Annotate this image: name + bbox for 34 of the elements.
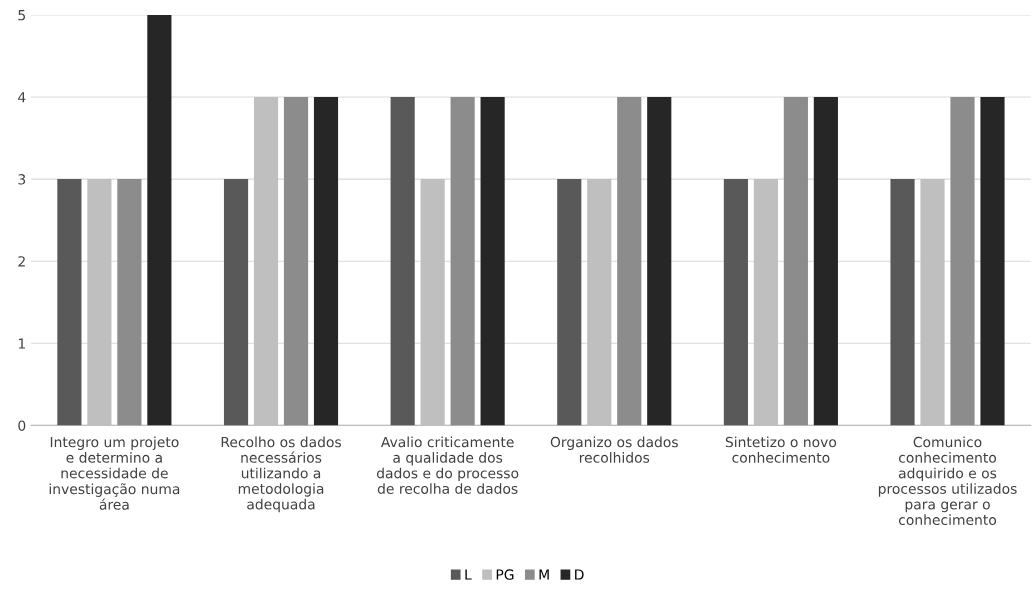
- bar: [57, 179, 82, 426]
- x-tick-label: Sintetizo o novo conhecimento: [725, 436, 837, 463]
- y-tick-label: 4: [18, 92, 26, 103]
- x-tick-label: Organizo os dados recolhidos: [550, 436, 678, 463]
- bar: [117, 179, 142, 426]
- bar: [223, 179, 249, 426]
- bar: [313, 96, 339, 426]
- bar: [480, 96, 505, 426]
- bar: [450, 96, 475, 426]
- bar: [390, 96, 415, 426]
- bar: [950, 96, 975, 426]
- y-tick-label: 2: [18, 256, 25, 267]
- legend-label: L: [465, 569, 472, 580]
- legend-label: M: [539, 569, 549, 580]
- bar: [813, 96, 838, 426]
- y-tick-label: 0: [18, 420, 26, 431]
- bar: [723, 179, 748, 426]
- legend-label: D: [575, 569, 584, 580]
- x-tick-label: Recolho os dados necessários utilizando a metodologia adequada: [221, 436, 341, 513]
- bar: [617, 96, 642, 426]
- bar: [557, 179, 582, 426]
- bar: [647, 96, 672, 426]
- legend-label: PG: [496, 569, 514, 580]
- x-tick-label: Integro um projeto e determino a necessidade de investigação numa área: [49, 436, 180, 510]
- x-tick-label: Avalio criticamente a qualidade dos dados e do processo de recolha de dados: [376, 436, 519, 494]
- bar: [783, 96, 808, 426]
- bar: [890, 179, 915, 426]
- bar: [147, 14, 172, 426]
- bar: [980, 96, 1005, 426]
- bar: [283, 96, 309, 426]
- y-tick-label: 1: [18, 338, 25, 349]
- y-tick-label: 3: [18, 174, 26, 185]
- y-tick-label: 5: [18, 10, 26, 21]
- x-tick-label: Comunico conhecimento adquirido e os processos utilizados para gerar o conhecimento: [878, 436, 1017, 526]
